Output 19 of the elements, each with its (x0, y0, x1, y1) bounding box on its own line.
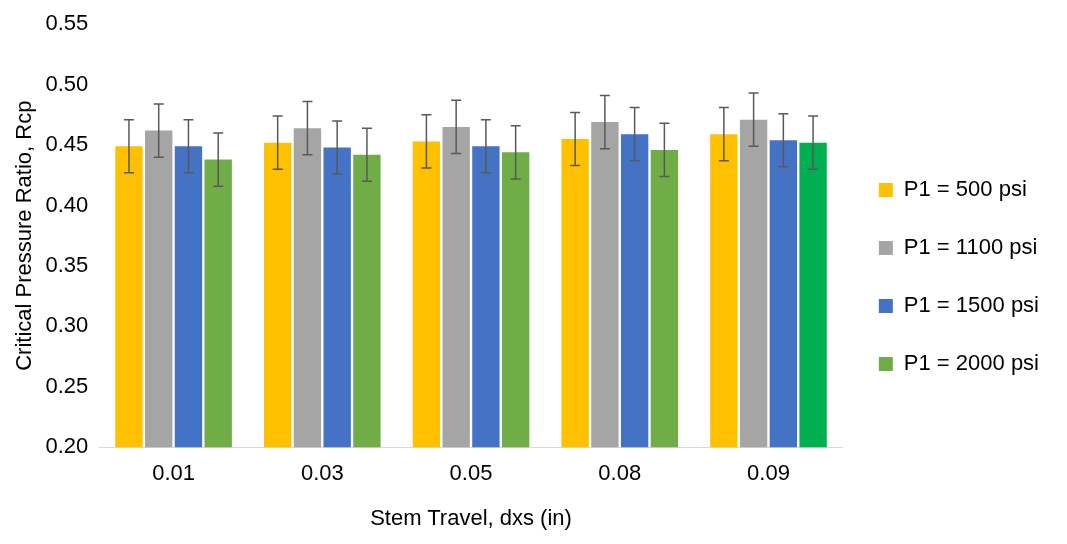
y-tick-label: 0.25 (45, 372, 89, 398)
x-tick-label: 0.03 (300, 460, 344, 486)
y-tick-label: 0.45 (45, 131, 89, 157)
legend-label: P1 = 2000 psi (903, 350, 1040, 376)
y-tick-label: 0.55 (45, 10, 89, 36)
x-tick-label: 0.09 (747, 460, 790, 486)
x-tick-label: 0.01 (152, 460, 195, 486)
y-tick-label: 0.40 (45, 191, 89, 217)
y-tick-label: 0.30 (45, 312, 89, 338)
legend-label: P1 = 1100 psi (903, 234, 1038, 260)
y-tick-label: 0.20 (45, 433, 89, 459)
y-tick-label: 0.35 (45, 251, 89, 277)
x-tick-label: 0.05 (449, 460, 493, 486)
x-tick-label: 0.08 (598, 460, 642, 486)
y-axis-title: Critical Pressure Ratio, Rcp (11, 100, 37, 371)
legend-label: P1 = 500 psi (903, 176, 1027, 202)
y-tick-label: 0.50 (45, 70, 89, 96)
x-axis-title: Stem Travel, dxs (in) (370, 504, 572, 530)
legend-label: P1 = 1500 psi (903, 292, 1040, 318)
